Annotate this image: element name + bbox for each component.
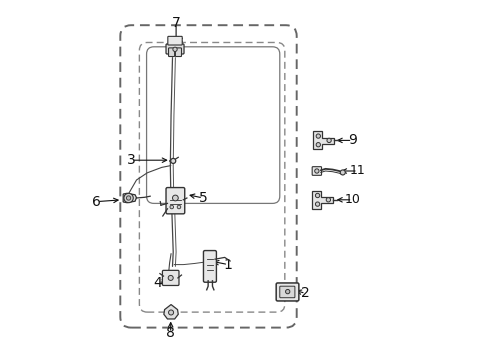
Polygon shape [123, 193, 136, 203]
FancyBboxPatch shape [167, 36, 182, 45]
FancyBboxPatch shape [162, 270, 179, 285]
Circle shape [172, 47, 177, 51]
FancyBboxPatch shape [311, 167, 321, 175]
Circle shape [170, 158, 175, 163]
FancyBboxPatch shape [175, 48, 181, 57]
Text: 6: 6 [92, 195, 101, 208]
Text: 9: 9 [347, 134, 356, 147]
FancyBboxPatch shape [279, 286, 294, 298]
Circle shape [172, 195, 178, 201]
Text: 2: 2 [301, 287, 309, 300]
Circle shape [168, 275, 173, 280]
Text: 11: 11 [349, 165, 365, 177]
Text: 3: 3 [126, 153, 135, 167]
Polygon shape [163, 305, 178, 319]
Polygon shape [311, 191, 332, 209]
Circle shape [325, 198, 330, 202]
Circle shape [168, 310, 173, 315]
Circle shape [126, 196, 130, 200]
FancyBboxPatch shape [168, 48, 174, 57]
FancyBboxPatch shape [166, 188, 184, 214]
Text: 8: 8 [166, 326, 175, 340]
Circle shape [315, 193, 319, 198]
Circle shape [123, 193, 133, 203]
Text: 7: 7 [171, 17, 180, 30]
Circle shape [285, 289, 289, 294]
Circle shape [340, 170, 345, 175]
Text: 5: 5 [198, 191, 207, 205]
Circle shape [326, 138, 330, 143]
Circle shape [170, 205, 173, 209]
Text: 10: 10 [344, 193, 360, 206]
Text: 4: 4 [153, 276, 162, 289]
Circle shape [316, 143, 320, 147]
Text: 1: 1 [224, 258, 232, 271]
Polygon shape [312, 131, 333, 149]
Circle shape [314, 169, 318, 173]
Circle shape [177, 205, 181, 209]
Circle shape [315, 202, 319, 206]
FancyBboxPatch shape [276, 283, 298, 301]
FancyBboxPatch shape [166, 44, 183, 54]
FancyBboxPatch shape [203, 251, 216, 282]
Circle shape [316, 134, 320, 138]
